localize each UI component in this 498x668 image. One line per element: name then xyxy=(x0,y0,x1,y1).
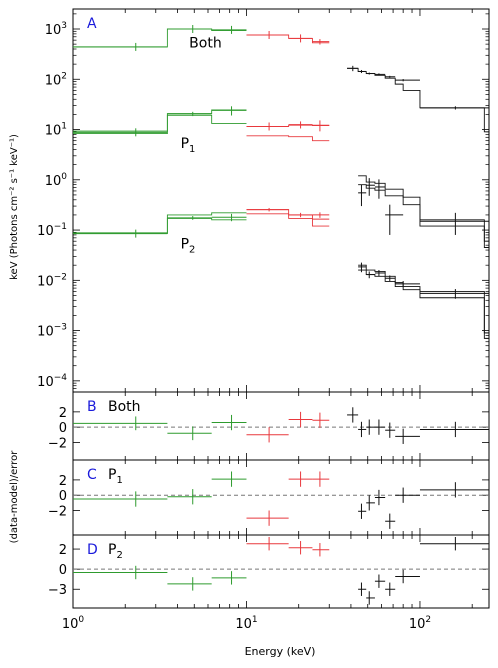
y-tick-label: 10−1 xyxy=(37,222,67,239)
y-tick-label: −3 xyxy=(48,583,67,598)
y-tick-label: −2 xyxy=(48,505,67,520)
model-step-line xyxy=(73,212,247,234)
model-step-line xyxy=(358,175,489,242)
model-step-line xyxy=(73,109,247,132)
y-tick-label: 2 xyxy=(59,474,67,489)
upper-y-axis-label: keV (Photons cm⁻² s⁻¹ keV⁻¹) xyxy=(9,134,20,280)
y-tick-label: 0 xyxy=(59,563,67,578)
y-tick-label: 103 xyxy=(45,21,67,38)
panel-C: 20−2 C P1 xyxy=(48,459,490,536)
y-tick-label: 10−2 xyxy=(37,272,67,289)
panel-letter: D xyxy=(87,542,98,558)
x-tick-label: 102 xyxy=(409,615,431,632)
panel-A: 103 102 101 100 10−1 10−2 10−3 10−4 A Both P1 P2 xyxy=(37,8,490,393)
series-annotation: Both xyxy=(189,35,222,51)
y-tick-label: 0 xyxy=(59,489,67,504)
y-tick-label: 2 xyxy=(59,406,67,421)
y-tick-label: 102 xyxy=(45,71,67,88)
y-tick-label: 10−4 xyxy=(37,373,67,390)
y-tick-label: 10−3 xyxy=(37,323,67,340)
x-tick-label: 100 xyxy=(62,615,85,632)
panel-letter: B xyxy=(87,399,97,415)
y-tick-label: 0 xyxy=(59,421,67,436)
model-step-line xyxy=(73,218,247,235)
x-tick-label: 101 xyxy=(235,615,257,632)
y-tick-label: 2 xyxy=(59,543,67,558)
model-step-line xyxy=(246,213,330,227)
y-tick-label: 100 xyxy=(45,172,68,189)
series-annotation: P1 xyxy=(181,136,196,155)
panel-title: Both xyxy=(108,399,141,415)
panel-B: 20−2 B Both xyxy=(48,391,490,461)
panel-letter: A xyxy=(87,16,97,32)
model-step-line xyxy=(73,114,247,135)
model-step-line xyxy=(347,67,489,133)
panel-D: 100 101 102 2 0 −3 D P2 xyxy=(48,534,490,632)
model-step-line xyxy=(358,269,489,339)
residual-y-axis-label: (data-model)/error xyxy=(9,450,20,544)
model-step-line xyxy=(358,184,489,248)
panel-frame xyxy=(72,8,490,393)
model-step-line xyxy=(246,209,330,220)
panel-title: P2 xyxy=(108,542,123,561)
y-tick-label: 101 xyxy=(45,122,67,139)
panel-title: P1 xyxy=(108,467,123,486)
series-annotation: P2 xyxy=(181,236,196,255)
panel-frame xyxy=(72,534,490,609)
panel-letter: C xyxy=(87,467,97,483)
model-step-line xyxy=(358,264,489,334)
model-step-line xyxy=(246,135,330,142)
y-tick-label: −2 xyxy=(48,436,67,451)
x-axis-label: Energy (keV) xyxy=(245,645,316,658)
